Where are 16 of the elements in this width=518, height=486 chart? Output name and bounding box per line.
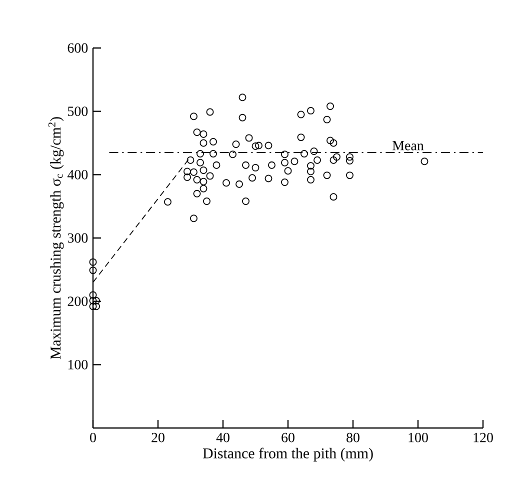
y-tick-label: 500: [68, 106, 88, 116]
x-tick-label: 120: [474, 432, 493, 442]
x-tick-label: 40: [216, 432, 230, 442]
y-tick-label: 200: [68, 296, 88, 306]
x-tick-label: 60: [282, 432, 294, 442]
y-tick-label: 100: [68, 360, 88, 370]
y-axis-title: Maximum crushing strength σ$_{c}$ (kg/cm$^{2}$): [48, 117, 64, 360]
ref-line-label: Mean: [392, 141, 424, 150]
y-tick-label: 300: [68, 233, 88, 243]
y-tick-label: 600: [68, 43, 88, 53]
x-tick-label: 100: [408, 432, 428, 442]
x-tick-label: 20: [152, 432, 164, 442]
x-tick-label: 0: [90, 432, 96, 442]
y-tick-label: 400: [67, 170, 88, 180]
x-tick-label: 80: [346, 432, 360, 442]
x-axis-title: Distance from the pith (mm): [202, 448, 373, 462]
